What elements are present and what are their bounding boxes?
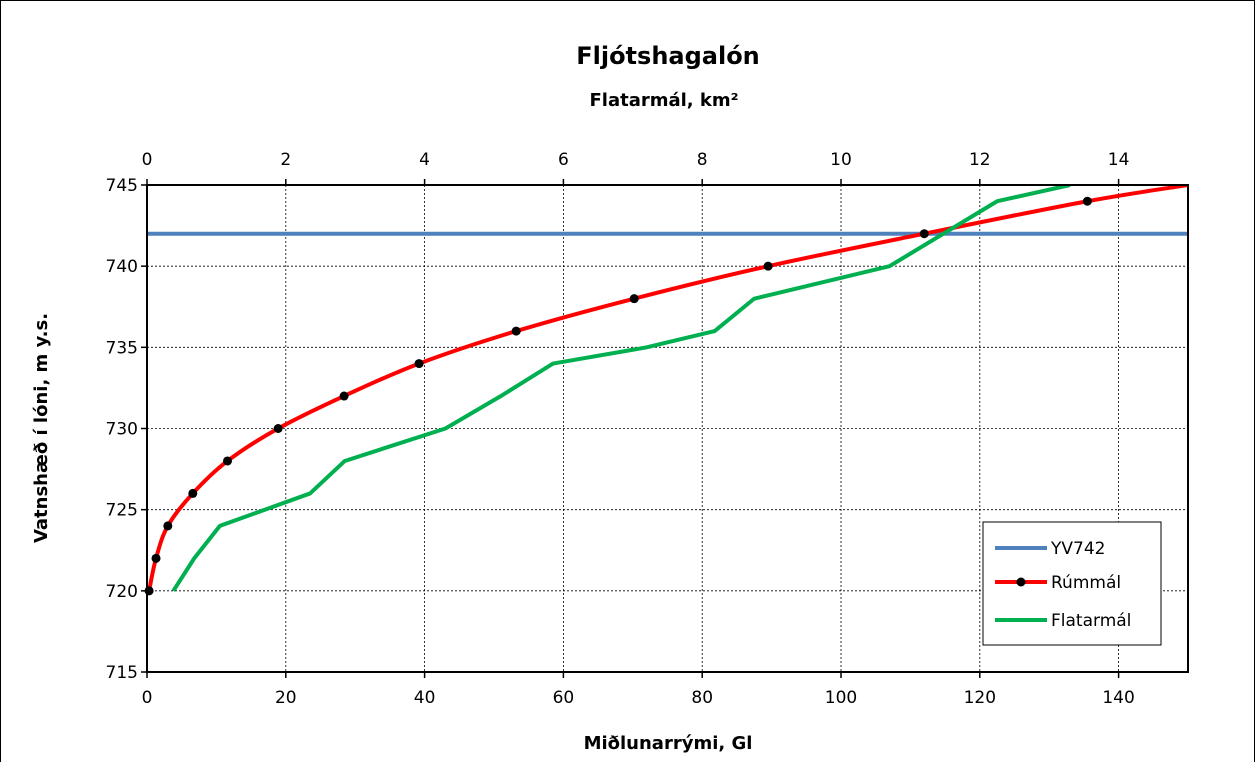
x-tick-label: 60 [553, 688, 575, 708]
data-point [144, 586, 154, 596]
data-point [339, 391, 349, 401]
series-line [171, 184, 1071, 592]
legend-item: YV742 [995, 539, 1105, 559]
data-point [629, 294, 639, 304]
plot-area-border [146, 184, 1189, 673]
data-point [223, 456, 233, 466]
legend-marker [1016, 577, 1026, 587]
data-point [1082, 196, 1092, 206]
x-axis-title: Miðlunarrými, Gl [584, 733, 753, 754]
data-point [273, 424, 283, 433]
top-x-axis-title: Flatarmál, km² [589, 90, 738, 111]
x-tick-label: 40 [414, 688, 436, 708]
series-line [147, 184, 1188, 592]
y-tick-label: 745 [106, 176, 138, 196]
y-tick-label: 715 [106, 663, 138, 683]
x-tick-label: 80 [691, 688, 713, 708]
data-point [414, 359, 424, 369]
y-axis-title: Vatnshæð í lóni, m y.s. [31, 313, 52, 543]
data-point [511, 326, 521, 336]
x-tick-label: 100 [825, 688, 857, 708]
x2-tick-label: 2 [280, 150, 291, 170]
data-point [763, 261, 773, 271]
x-tick-label: 0 [142, 688, 153, 708]
data-point [163, 521, 173, 531]
legend-label: Rúmmál [1051, 573, 1121, 593]
y-tick-label: 735 [106, 338, 138, 358]
x2-tick-label: 12 [969, 150, 991, 170]
y-tick-label: 740 [106, 257, 138, 277]
legend: YV742 Rúmmál Flatarmál [982, 521, 1162, 646]
series-1 [144, 184, 1188, 596]
series-2 [171, 184, 1071, 592]
x-tick-label: 120 [964, 688, 996, 708]
data-point [188, 488, 198, 498]
y-tick-label: 730 [106, 420, 138, 440]
x-tick-label: 140 [1102, 688, 1134, 708]
x2-tick-label: 4 [419, 150, 430, 170]
data-point [919, 229, 929, 239]
chart-title: Fljótshagalón [576, 42, 760, 70]
tick-labels: 0 20 40 60 80 100 120 140 0 2 4 6 8 10 12 14 715 720 725 73… [106, 150, 1135, 708]
x-tick-label: 20 [275, 688, 297, 708]
x2-tick-label: 14 [1108, 150, 1130, 170]
y-tick-label: 725 [106, 501, 138, 521]
data-point [151, 553, 161, 563]
x2-tick-label: 0 [142, 150, 153, 170]
series-layer [144, 184, 1188, 596]
legend-item: Flatarmál [995, 611, 1131, 631]
x2-tick-label: 8 [697, 150, 708, 170]
legend-label: YV742 [1050, 539, 1105, 559]
legend-label: Flatarmál [1051, 611, 1131, 631]
x2-tick-label: 10 [830, 150, 852, 170]
x2-tick-label: 6 [558, 150, 569, 170]
legend-item: Rúmmál [995, 573, 1121, 593]
y-tick-label: 720 [106, 582, 138, 602]
